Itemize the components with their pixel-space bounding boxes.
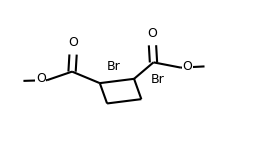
Text: O: O [68,36,78,49]
Text: O: O [182,60,192,73]
Text: O: O [148,27,157,40]
Text: Br: Br [106,60,120,73]
Text: O: O [36,72,46,85]
Text: Br: Br [151,73,165,86]
